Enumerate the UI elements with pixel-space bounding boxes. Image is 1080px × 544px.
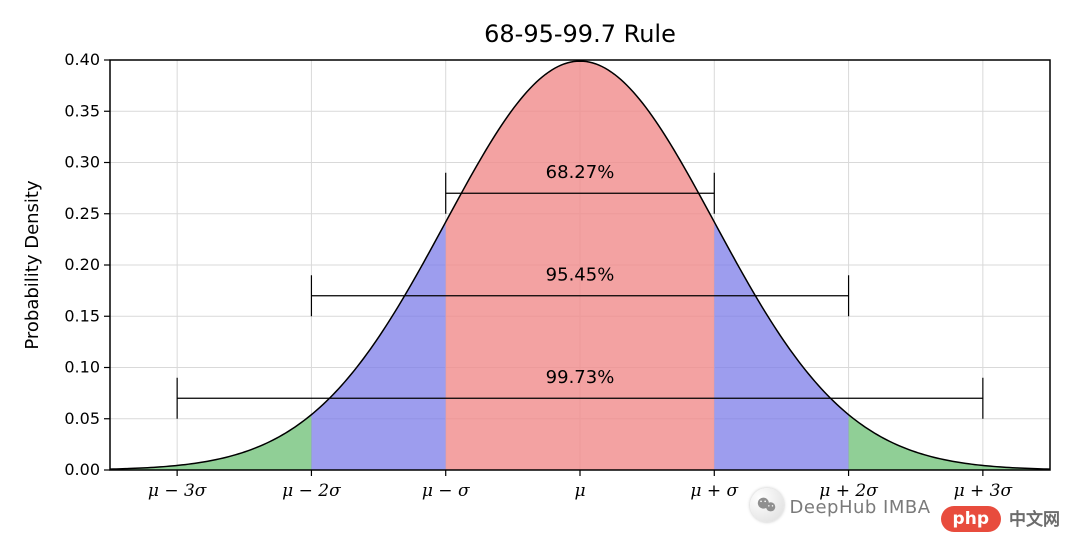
- svg-text:68-95-99.7 Rule: 68-95-99.7 Rule: [484, 20, 676, 48]
- svg-text:Probability Density: Probability Density: [22, 180, 43, 350]
- svg-text:0.10: 0.10: [64, 358, 100, 377]
- svg-text:95.45%: 95.45%: [546, 264, 615, 285]
- svg-text:0.00: 0.00: [64, 460, 100, 479]
- svg-text:0.20: 0.20: [64, 255, 100, 274]
- svg-text:0.35: 0.35: [64, 101, 100, 120]
- svg-text:μ − σ: μ − σ: [422, 481, 470, 501]
- svg-text:0.15: 0.15: [64, 306, 100, 325]
- svg-text:68.27%: 68.27%: [546, 162, 615, 183]
- svg-text:μ + 2σ: μ + 2σ: [819, 481, 878, 501]
- svg-text:μ − 2σ: μ − 2σ: [282, 481, 341, 501]
- svg-text:μ + 3σ: μ + 3σ: [954, 481, 1013, 501]
- svg-text:μ: μ: [574, 481, 585, 501]
- chart-svg: 68.27% 95.45% 99.73% 0.00 0.05 0.10 0.15 0.20 0.…: [0, 0, 1080, 540]
- svg-text:0.30: 0.30: [64, 153, 100, 172]
- svg-text:99.73%: 99.73%: [546, 367, 615, 388]
- chart-container: 68.27% 95.45% 99.73% 0.00 0.05 0.10 0.15 0.20 0.…: [0, 0, 1080, 540]
- svg-text:μ − 3σ: μ − 3σ: [148, 481, 207, 501]
- svg-text:0.40: 0.40: [64, 50, 100, 69]
- svg-text:μ + σ: μ + σ: [690, 481, 738, 501]
- svg-text:0.25: 0.25: [64, 204, 100, 223]
- svg-text:0.05: 0.05: [64, 409, 100, 428]
